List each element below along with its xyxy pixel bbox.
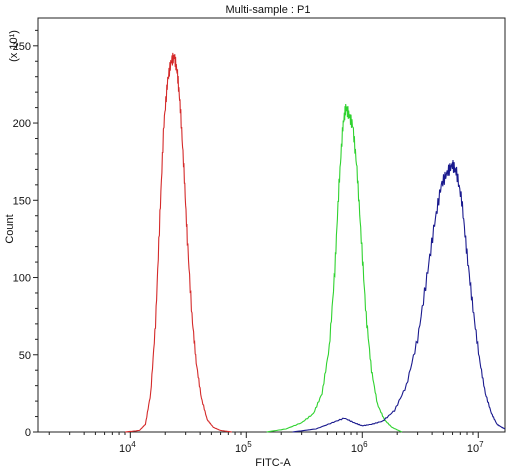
y-tick-label: 100: [13, 273, 31, 285]
y-tick-label: 200: [13, 118, 31, 130]
y-tick-label: 0: [25, 427, 31, 439]
x-tick-label: 105: [235, 440, 252, 455]
y-multiplier-label: (x 10¹): [8, 30, 20, 62]
y-tick-label: 150: [13, 195, 31, 207]
plot-frame: [37, 17, 506, 433]
chart-title: Multi-sample : P1: [226, 4, 311, 16]
series-line-2: [266, 103, 403, 433]
y-axis: 0 50 100 150 200 250: [13, 29, 38, 439]
x-tick-label: 106: [351, 440, 368, 455]
x-tick-label: 107: [467, 440, 484, 455]
y-tick-label: 250: [13, 41, 31, 53]
series-line-3: [292, 159, 506, 433]
series-line-1: [124, 52, 232, 433]
y-axis-label: Count: [4, 214, 16, 243]
x-axis-label: FITC-A: [255, 457, 291, 469]
x-tick-label: 104: [119, 440, 136, 455]
y-tick-label: 50: [19, 350, 31, 362]
x-axis: 104 105 106 107: [48, 432, 484, 455]
series-layer: [124, 52, 506, 433]
